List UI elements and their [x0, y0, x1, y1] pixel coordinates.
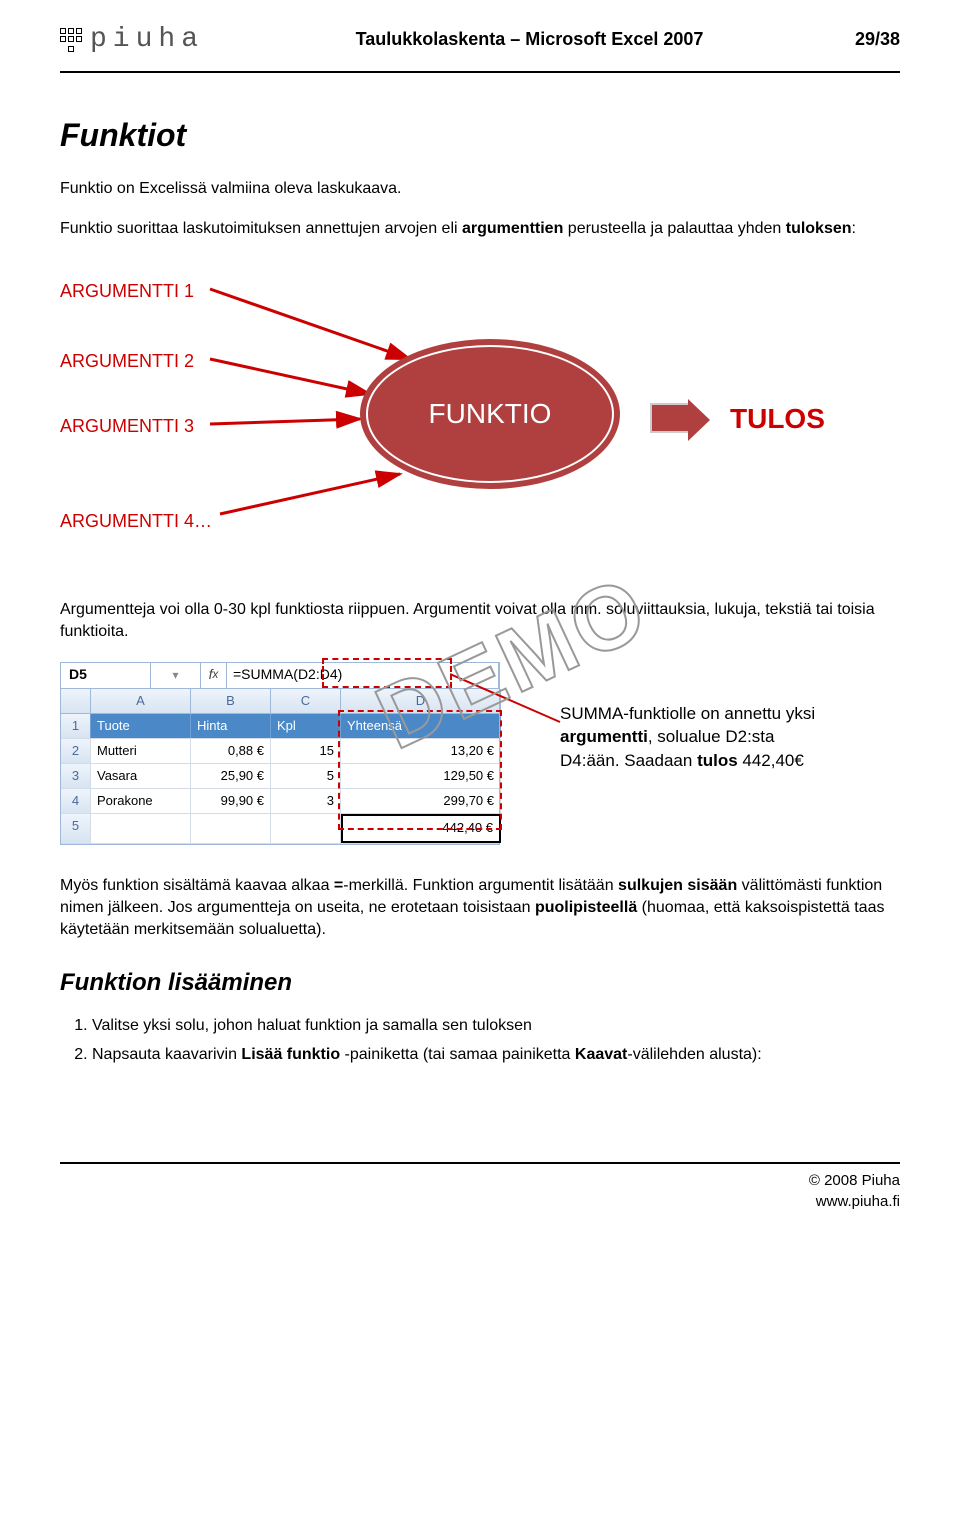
row-num: 4 [61, 789, 91, 813]
cell [91, 814, 191, 842]
steps-list: Valitse yksi solu, johon haluat funktion… [60, 1015, 900, 1066]
doc-title: Taulukkolaskenta – Microsoft Excel 2007 [356, 27, 704, 52]
name-box: D5 [61, 663, 151, 688]
intro-paragraph-1: Funktio on Excelissä valmiina oleva lask… [60, 178, 900, 200]
bold-term: sulkujen sisään [618, 877, 737, 894]
bold-term: Lisää funktio [241, 1046, 340, 1063]
result-arrow: TULOS [650, 399, 825, 438]
page-header: piuha Taulukkolaskenta – Microsoft Excel… [60, 20, 900, 67]
col-c: C [271, 689, 341, 713]
table-row: 3 Vasara 25,90 € 5 129,50 € [61, 764, 499, 789]
page-number: 29/38 [855, 27, 900, 52]
list-item: Valitse yksi solu, johon haluat funktion… [92, 1015, 900, 1037]
text: SUMMA-funktiolle on annettu yksi [560, 704, 815, 723]
body-paragraph-2: Myös funktion sisältämä kaavaa alkaa =-m… [60, 875, 900, 942]
cell: 25,90 € [191, 764, 271, 788]
fx-icon: fx [201, 663, 227, 688]
text: 442,40€ [738, 751, 804, 770]
cell: 15 [271, 739, 341, 763]
page-footer: © 2008 Piuha www.piuha.fi [60, 1162, 900, 1212]
row-num: 1 [61, 714, 91, 738]
text: -merkillä. Funktion argumentit lisätään [343, 877, 618, 894]
bold-term: puolipisteellä [535, 899, 637, 916]
hdr-cell: Tuote [91, 714, 191, 738]
cell: 299,70 € [341, 789, 501, 813]
hdr-cell: Kpl [271, 714, 341, 738]
column-headers: A B C D [61, 689, 499, 714]
bold-term: Kaavat [575, 1046, 627, 1063]
bold-term: = [334, 877, 343, 894]
cell: Mutteri [91, 739, 191, 763]
logo: piuha [60, 20, 204, 59]
hdr-cell: Hinta [191, 714, 271, 738]
excel-table: D5 ▾ fx =SUMMA(D2:D4) A B C D 1 Tuote Hi… [60, 662, 500, 845]
subsection-title: Funktion lisääminen [60, 966, 900, 1000]
text: Funktio suorittaa laskutoimituksen annet… [60, 220, 462, 237]
copyright: © 2008 Piuha [60, 1170, 900, 1191]
formula-bar-buttons: ▾ [151, 663, 201, 688]
bold-term: tuloksen [786, 220, 852, 237]
table-row: 5 442,40 € [61, 814, 499, 843]
cell: 5 [271, 764, 341, 788]
list-item: Napsauta kaavarivin Lisää funktio -paini… [92, 1044, 900, 1066]
logo-text: piuha [90, 20, 204, 59]
callout-arrow-icon [450, 662, 590, 782]
col-a: A [91, 689, 191, 713]
row-num: 5 [61, 814, 91, 842]
col-b: B [191, 689, 271, 713]
cell [271, 814, 341, 842]
corner-cell [61, 689, 91, 713]
block-arrow-icon [650, 403, 690, 433]
bold-term: argumenttien [462, 220, 563, 237]
cell: Porakone [91, 789, 191, 813]
header-rule [60, 71, 900, 73]
logo-dots-icon [60, 28, 82, 52]
text: Myös funktion sisältämä kaavaa alkaa [60, 877, 334, 894]
table-row: 4 Porakone 99,90 € 3 299,70 € [61, 789, 499, 814]
text: -välilehden alusta): [627, 1046, 761, 1063]
excel-example: D5 ▾ fx =SUMMA(D2:D4) A B C D 1 Tuote Hi… [60, 662, 900, 845]
table-row: 2 Mutteri 0,88 € 15 13,20 € [61, 739, 499, 764]
row-num: 2 [61, 739, 91, 763]
row-num: 3 [61, 764, 91, 788]
table-header-row: 1 Tuote Hinta Kpl Yhteensä [61, 714, 499, 739]
example-callout: SUMMA-funktiolle on annettu yksi argumen… [560, 662, 820, 773]
result-label: TULOS [730, 399, 825, 438]
selected-cell: 442,40 € [341, 814, 501, 842]
intro-paragraph-2: Funktio suorittaa laskutoimituksen annet… [60, 218, 900, 240]
section-title: Funktiot [60, 113, 900, 158]
cell: 0,88 € [191, 739, 271, 763]
cell [191, 814, 271, 842]
cell: 99,90 € [191, 789, 271, 813]
formula-bar: D5 ▾ fx =SUMMA(D2:D4) [61, 663, 499, 689]
text: -painiketta (tai samaa painiketta [340, 1046, 575, 1063]
after-diagram-paragraph: Argumentteja voi olla 0-30 kpl funktiost… [60, 599, 900, 644]
text: Napsauta kaavarivin [92, 1046, 241, 1063]
bold-term: tulos [697, 751, 738, 770]
text: perusteella ja palauttaa yhden [563, 220, 785, 237]
footer-url: www.piuha.fi [60, 1191, 900, 1212]
ellipse-label: FUNKTIO [429, 394, 552, 433]
cell: Vasara [91, 764, 191, 788]
function-diagram: ARGUMENTTI 1 ARGUMENTTI 2 ARGUMENTTI 3 A… [60, 259, 900, 579]
text: : [852, 220, 856, 237]
function-ellipse: FUNKTIO [360, 339, 620, 489]
cell: 3 [271, 789, 341, 813]
